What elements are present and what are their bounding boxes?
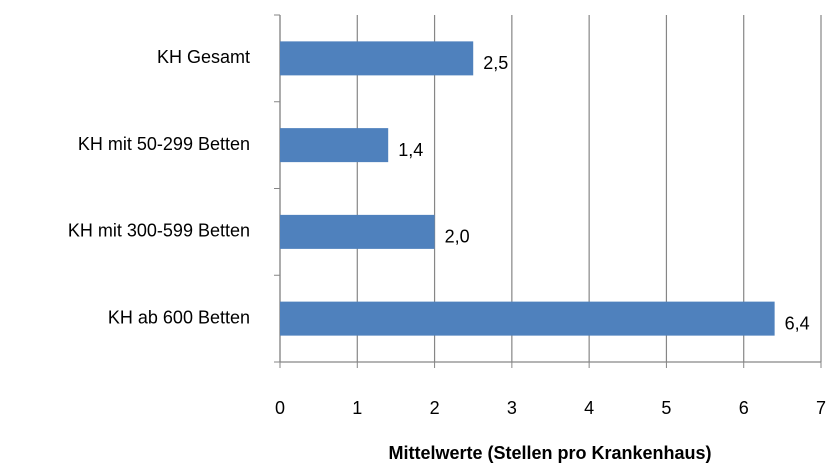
value-label: 6,4	[785, 313, 810, 333]
bar	[280, 128, 389, 163]
bar	[280, 301, 775, 336]
bar	[280, 41, 474, 76]
y-tick-label: KH ab 600 Betten	[108, 307, 250, 327]
x-tick-label: 2	[430, 398, 440, 418]
y-tick-label: KH mit 50-299 Betten	[78, 134, 250, 154]
value-label: 2,0	[445, 227, 470, 247]
bar	[280, 214, 435, 249]
x-tick-label: 4	[584, 398, 594, 418]
y-tick-label: KH Gesamt	[157, 47, 250, 67]
x-tick-label: 5	[661, 398, 671, 418]
x-tick-label: 7	[816, 398, 826, 418]
x-tick-label: 1	[352, 398, 362, 418]
x-axis-title: Mittelwerte (Stellen pro Krankenhaus)	[388, 443, 711, 463]
y-tick-label: KH mit 300-599 Betten	[68, 221, 250, 241]
x-tick-label: 0	[275, 398, 285, 418]
x-tick-label: 6	[739, 398, 749, 418]
x-tick-label: 3	[507, 398, 517, 418]
value-label: 2,5	[483, 53, 508, 73]
value-label: 1,4	[398, 140, 423, 160]
